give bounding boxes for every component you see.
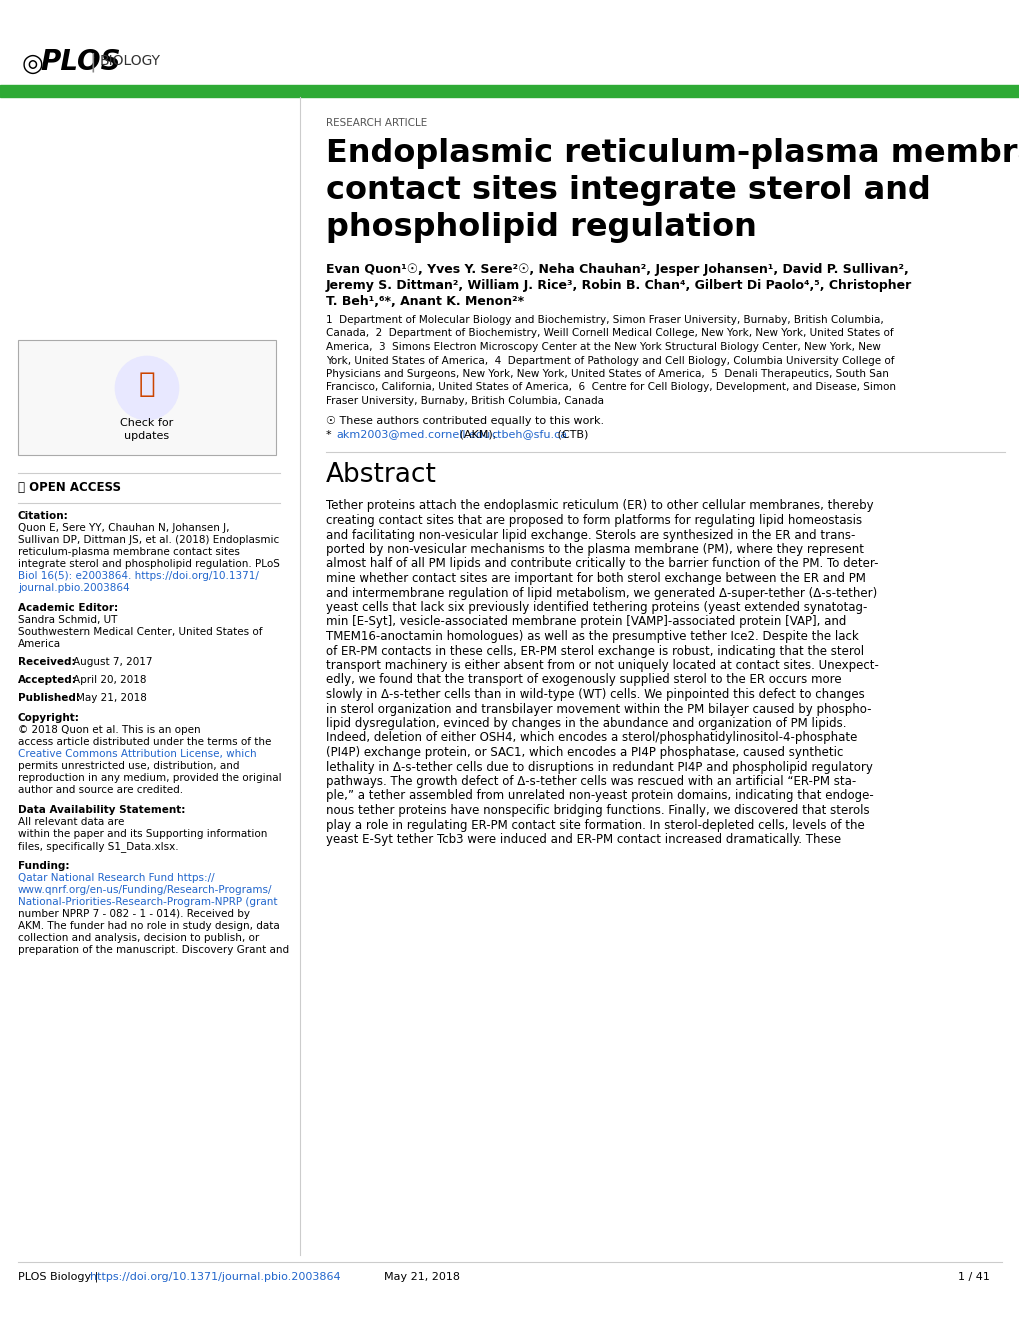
Text: Sandra Schmid, UT: Sandra Schmid, UT <box>18 615 117 624</box>
Text: of ER-PM contacts in these cells, ER-PM sterol exchange is robust, indicating th: of ER-PM contacts in these cells, ER-PM … <box>326 644 863 657</box>
Text: Copyright:: Copyright: <box>18 713 79 723</box>
Text: May 21, 2018: May 21, 2018 <box>370 1272 460 1282</box>
Text: reproduction in any medium, provided the original: reproduction in any medium, provided the… <box>18 774 281 783</box>
Text: |: | <box>90 51 97 71</box>
Text: York, United States of America,  4  Department of Pathology and Cell Biology, Co: York, United States of America, 4 Depart… <box>326 355 894 366</box>
Text: RESEARCH ARTICLE: RESEARCH ARTICLE <box>326 117 427 128</box>
Text: collection and analysis, decision to publish, or: collection and analysis, decision to pub… <box>18 933 259 942</box>
Text: ☉ These authors contributed equally to this work.: ☉ These authors contributed equally to t… <box>326 416 603 425</box>
Text: permits unrestricted use, distribution, and: permits unrestricted use, distribution, … <box>18 762 239 771</box>
Text: ctbeh@sfu.ca: ctbeh@sfu.ca <box>491 429 568 440</box>
Text: AKM. The funder had no role in study design, data: AKM. The funder had no role in study des… <box>18 921 279 931</box>
Text: journal.pbio.2003864: journal.pbio.2003864 <box>18 583 129 593</box>
Text: TMEM16-anoctamin homologues) as well as the presumptive tether Ice2. Despite the: TMEM16-anoctamin homologues) as well as … <box>326 630 858 643</box>
Text: Canada,  2  Department of Biochemistry, Weill Cornell Medical College, New York,: Canada, 2 Department of Biochemistry, We… <box>326 329 893 338</box>
Text: and intermembrane regulation of lipid metabolism, we generated Δ-super-tether (Δ: and intermembrane regulation of lipid me… <box>326 586 876 599</box>
Text: 1 / 41: 1 / 41 <box>957 1272 989 1282</box>
Text: pathways. The growth defect of Δ-s-tether cells was rescued with an artificial “: pathways. The growth defect of Δ-s-tethe… <box>326 775 855 788</box>
Text: mine whether contact sites are important for both sterol exchange between the ER: mine whether contact sites are important… <box>326 572 865 585</box>
Text: contact sites integrate sterol and: contact sites integrate sterol and <box>326 176 930 206</box>
Text: ◎: ◎ <box>22 51 44 77</box>
Bar <box>0 84 1019 96</box>
Text: yeast E-Syt tether Tcb3 were induced and ER-PM contact increased dramatically. T: yeast E-Syt tether Tcb3 were induced and… <box>326 833 841 846</box>
Text: National-Priorities-Research-Program-NPRP (grant: National-Priorities-Research-Program-NPR… <box>18 898 277 907</box>
Text: reticulum-plasma membrane contact sites: reticulum-plasma membrane contact sites <box>18 546 239 557</box>
Text: creating contact sites that are proposed to form platforms for regulating lipid : creating contact sites that are proposed… <box>326 513 861 527</box>
Text: Data Availability Statement:: Data Availability Statement: <box>18 805 185 814</box>
Text: Francisco, California, United States of America,  6  Centre for Cell Biology, De: Francisco, California, United States of … <box>326 383 895 392</box>
Circle shape <box>115 356 178 420</box>
Text: ported by non-vesicular mechanisms to the plasma membrane (PM), where they repre: ported by non-vesicular mechanisms to th… <box>326 543 863 556</box>
Text: ple,” a tether assembled from unrelated non-yeast protein domains, indicating th: ple,” a tether assembled from unrelated … <box>326 789 873 803</box>
Text: lipid dysregulation, evinced by changes in the abundance and organization of PM : lipid dysregulation, evinced by changes … <box>326 717 846 730</box>
Text: preparation of the manuscript. Discovery Grant and: preparation of the manuscript. Discovery… <box>18 945 288 954</box>
Text: play a role in regulating ER-PM contact site formation. In sterol-depleted cells: play a role in regulating ER-PM contact … <box>326 818 864 832</box>
Text: lethality in Δ-s-tether cells due to disruptions in redundant PI4P and phospholi: lethality in Δ-s-tether cells due to dis… <box>326 760 872 774</box>
Text: Abstract: Abstract <box>326 462 436 487</box>
Text: Physicians and Surgeons, New York, New York, United States of America,  5  Denal: Physicians and Surgeons, New York, New Y… <box>326 370 888 379</box>
Text: phospholipid regulation: phospholipid regulation <box>326 213 756 243</box>
Text: access article distributed under the terms of the: access article distributed under the ter… <box>18 737 271 747</box>
Text: yeast cells that lack six previously identified tethering proteins (yeast extend: yeast cells that lack six previously ide… <box>326 601 866 614</box>
Text: in sterol organization and transbilayer movement within the PM bilayer caused by: in sterol organization and transbilayer … <box>326 702 870 715</box>
Text: April 20, 2018: April 20, 2018 <box>73 675 147 685</box>
Text: within the paper and its Supporting information: within the paper and its Supporting info… <box>18 829 267 840</box>
Text: Jeremy S. Dittman², William J. Rice³, Robin B. Chan⁴, Gilbert Di Paolo⁴,⁵, Chris: Jeremy S. Dittman², William J. Rice³, Ro… <box>326 279 911 292</box>
Text: Quon E, Sere YY, Chauhan N, Johansen J,: Quon E, Sere YY, Chauhan N, Johansen J, <box>18 523 229 533</box>
Text: Biol 16(5): e2003864. https://doi.org/10.1371/: Biol 16(5): e2003864. https://doi.org/10… <box>18 572 259 581</box>
Text: PLOS: PLOS <box>40 48 120 77</box>
Text: Endoplasmic reticulum-plasma membrane: Endoplasmic reticulum-plasma membrane <box>326 139 1019 169</box>
Text: T. Beh¹,⁶*, Anant K. Menon²*: T. Beh¹,⁶*, Anant K. Menon²* <box>326 294 524 308</box>
Text: 🏅: 🏅 <box>139 370 155 399</box>
Text: Creative Commons Attribution License, which: Creative Commons Attribution License, wh… <box>18 748 257 759</box>
Text: Qatar National Research Fund https://: Qatar National Research Fund https:// <box>18 873 214 883</box>
Text: PLOS Biology |: PLOS Biology | <box>18 1272 102 1283</box>
Text: Sullivan DP, Dittman JS, et al. (2018) Endoplasmic: Sullivan DP, Dittman JS, et al. (2018) E… <box>18 535 279 545</box>
Text: Published:: Published: <box>18 693 79 704</box>
Text: integrate sterol and phospholipid regulation. PLoS: integrate sterol and phospholipid regula… <box>18 558 279 569</box>
Text: © 2018 Quon et al. This is an open: © 2018 Quon et al. This is an open <box>18 725 201 735</box>
Text: Tether proteins attach the endoplasmic reticulum (ER) to other cellular membrane: Tether proteins attach the endoplasmic r… <box>326 499 872 512</box>
Text: akm2003@med.cornell.edu: akm2003@med.cornell.edu <box>335 429 490 440</box>
Text: Academic Editor:: Academic Editor: <box>18 603 118 612</box>
Text: Indeed, deletion of either OSH4, which encodes a sterol/phosphatidylinositol-4-p: Indeed, deletion of either OSH4, which e… <box>326 731 857 744</box>
Text: almost half of all PM lipids and contribute critically to the barrier function o: almost half of all PM lipids and contrib… <box>326 557 877 570</box>
Text: May 21, 2018: May 21, 2018 <box>76 693 147 704</box>
Text: Check for: Check for <box>120 418 173 428</box>
Text: Funding:: Funding: <box>18 861 69 871</box>
Text: nous tether proteins have nonspecific bridging functions. Finally, we discovered: nous tether proteins have nonspecific br… <box>326 804 869 817</box>
Text: slowly in Δ-s-tether cells than in wild-type (WT) cells. We pinpointed this defe: slowly in Δ-s-tether cells than in wild-… <box>326 688 864 701</box>
Text: 1  Department of Molecular Biology and Biochemistry, Simon Fraser University, Bu: 1 Department of Molecular Biology and Bi… <box>326 315 882 325</box>
Text: Southwestern Medical Center, United States of: Southwestern Medical Center, United Stat… <box>18 627 262 638</box>
Text: transport machinery is either absent from or not uniquely located at contact sit: transport machinery is either absent fro… <box>326 659 878 672</box>
Text: America: America <box>18 639 61 649</box>
Text: (AKM);: (AKM); <box>455 429 499 440</box>
Text: America,  3  Simons Electron Microscopy Center at the New York Structural Biolog: America, 3 Simons Electron Microscopy Ce… <box>326 342 880 352</box>
Text: updates: updates <box>124 432 169 441</box>
Text: edly, we found that the transport of exogenously supplied sterol to the ER occur: edly, we found that the transport of exo… <box>326 673 841 686</box>
Text: and facilitating non-vesicular lipid exchange. Sterols are synthesized in the ER: and facilitating non-vesicular lipid exc… <box>326 528 855 541</box>
Text: Citation:: Citation: <box>18 511 68 521</box>
Text: Received:: Received: <box>18 657 75 667</box>
Text: *: * <box>326 429 335 440</box>
Text: author and source are credited.: author and source are credited. <box>18 785 183 795</box>
Text: Fraser University, Burnaby, British Columbia, Canada: Fraser University, Burnaby, British Colu… <box>326 396 603 407</box>
Text: 🔓 OPEN ACCESS: 🔓 OPEN ACCESS <box>18 480 121 494</box>
Text: min [E-Syt], vesicle-associated membrane protein [VAMP]-associated protein [VAP]: min [E-Syt], vesicle-associated membrane… <box>326 615 846 628</box>
Text: August 7, 2017: August 7, 2017 <box>73 657 153 667</box>
Bar <box>18 341 276 455</box>
Text: www.qnrf.org/en-us/Funding/Research-Programs/: www.qnrf.org/en-us/Funding/Research-Prog… <box>18 884 272 895</box>
Text: Evan Quon¹☉, Yves Y. Sere²☉, Neha Chauhan², Jesper Johansen¹, David P. Sullivan²: Evan Quon¹☉, Yves Y. Sere²☉, Neha Chauha… <box>326 263 908 276</box>
Text: number NPRP 7 - 082 - 1 - 014). Received by: number NPRP 7 - 082 - 1 - 014). Received… <box>18 909 250 919</box>
Text: (PI4P) exchange protein, or SAC1, which encodes a PI4P phosphatase, caused synth: (PI4P) exchange protein, or SAC1, which … <box>326 746 843 759</box>
Text: (CTB): (CTB) <box>553 429 588 440</box>
Text: Accepted:: Accepted: <box>18 675 76 685</box>
Text: files, specifically S1_Data.xlsx.: files, specifically S1_Data.xlsx. <box>18 841 178 851</box>
Text: All relevant data are: All relevant data are <box>18 817 124 828</box>
Text: BIOLOGY: BIOLOGY <box>100 54 161 69</box>
Text: https://doi.org/10.1371/journal.pbio.2003864: https://doi.org/10.1371/journal.pbio.200… <box>90 1272 340 1282</box>
